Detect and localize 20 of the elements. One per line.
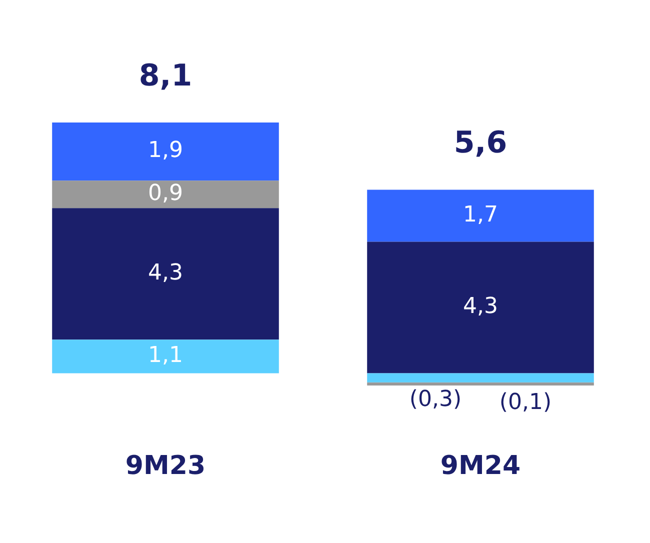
total-label: 5,6 xyxy=(454,126,508,161)
x-tick-label: 9M23 xyxy=(125,451,206,482)
data-label: 0,9 xyxy=(148,181,183,206)
total-label: 8,1 xyxy=(138,58,192,94)
bar xyxy=(367,373,594,382)
bar xyxy=(367,382,594,386)
data-label: 4,3 xyxy=(148,260,183,286)
data-label: (0,3) xyxy=(409,387,462,412)
data-label: 4,3 xyxy=(463,294,498,320)
data-label: (0,1) xyxy=(499,390,552,416)
bar xyxy=(367,190,594,242)
data-label: 1,1 xyxy=(148,343,183,368)
x-tick-label: 9M24 xyxy=(440,451,521,482)
bar xyxy=(52,122,279,181)
bar xyxy=(52,340,279,374)
data-label: 1,7 xyxy=(463,202,498,228)
bar xyxy=(367,242,594,374)
data-label: 1,9 xyxy=(148,138,183,164)
bar xyxy=(52,208,279,340)
bar xyxy=(52,180,279,208)
